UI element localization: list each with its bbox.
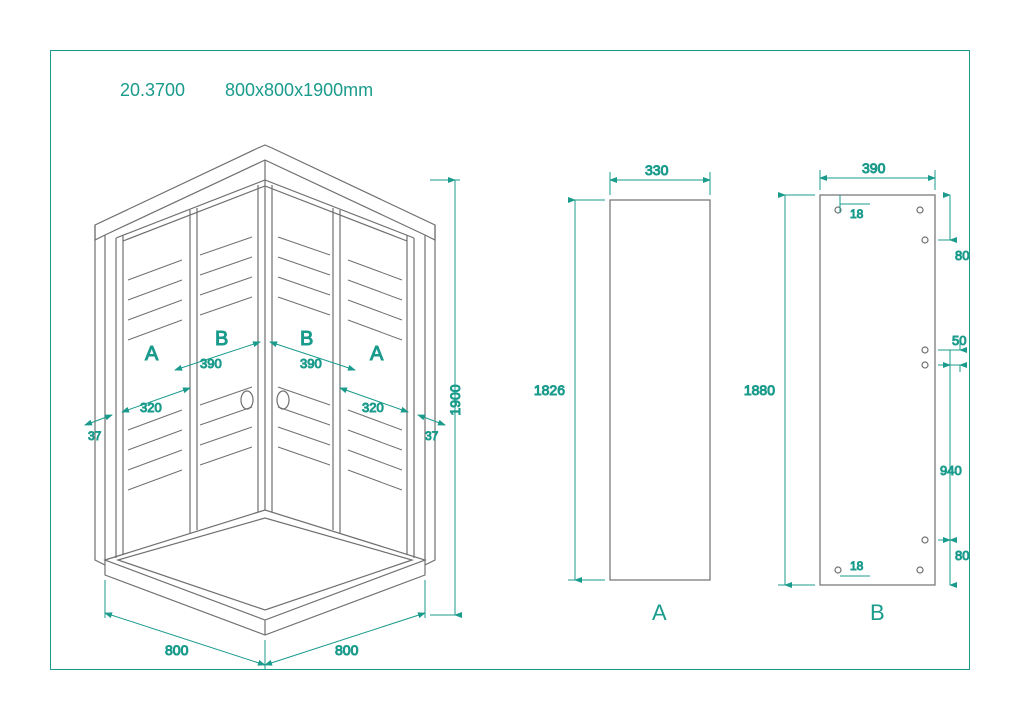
dim-B-18-bot: 18 [850, 559, 864, 573]
dim-B-18-top: 18 [850, 207, 864, 221]
dim-B-width: 390 [862, 160, 886, 176]
dim-B-50: 50 [952, 333, 966, 348]
dim-B-80-bot: 80 [955, 548, 969, 563]
dim-B-940: 940 [940, 463, 962, 478]
panel-B-label: B [870, 600, 885, 626]
dim-B-height: 1880 [744, 382, 775, 398]
dim-B-80-top: 80 [955, 248, 969, 263]
panel-B-view: 390 1880 18 80 50 940 80 18 [0, 0, 1020, 721]
